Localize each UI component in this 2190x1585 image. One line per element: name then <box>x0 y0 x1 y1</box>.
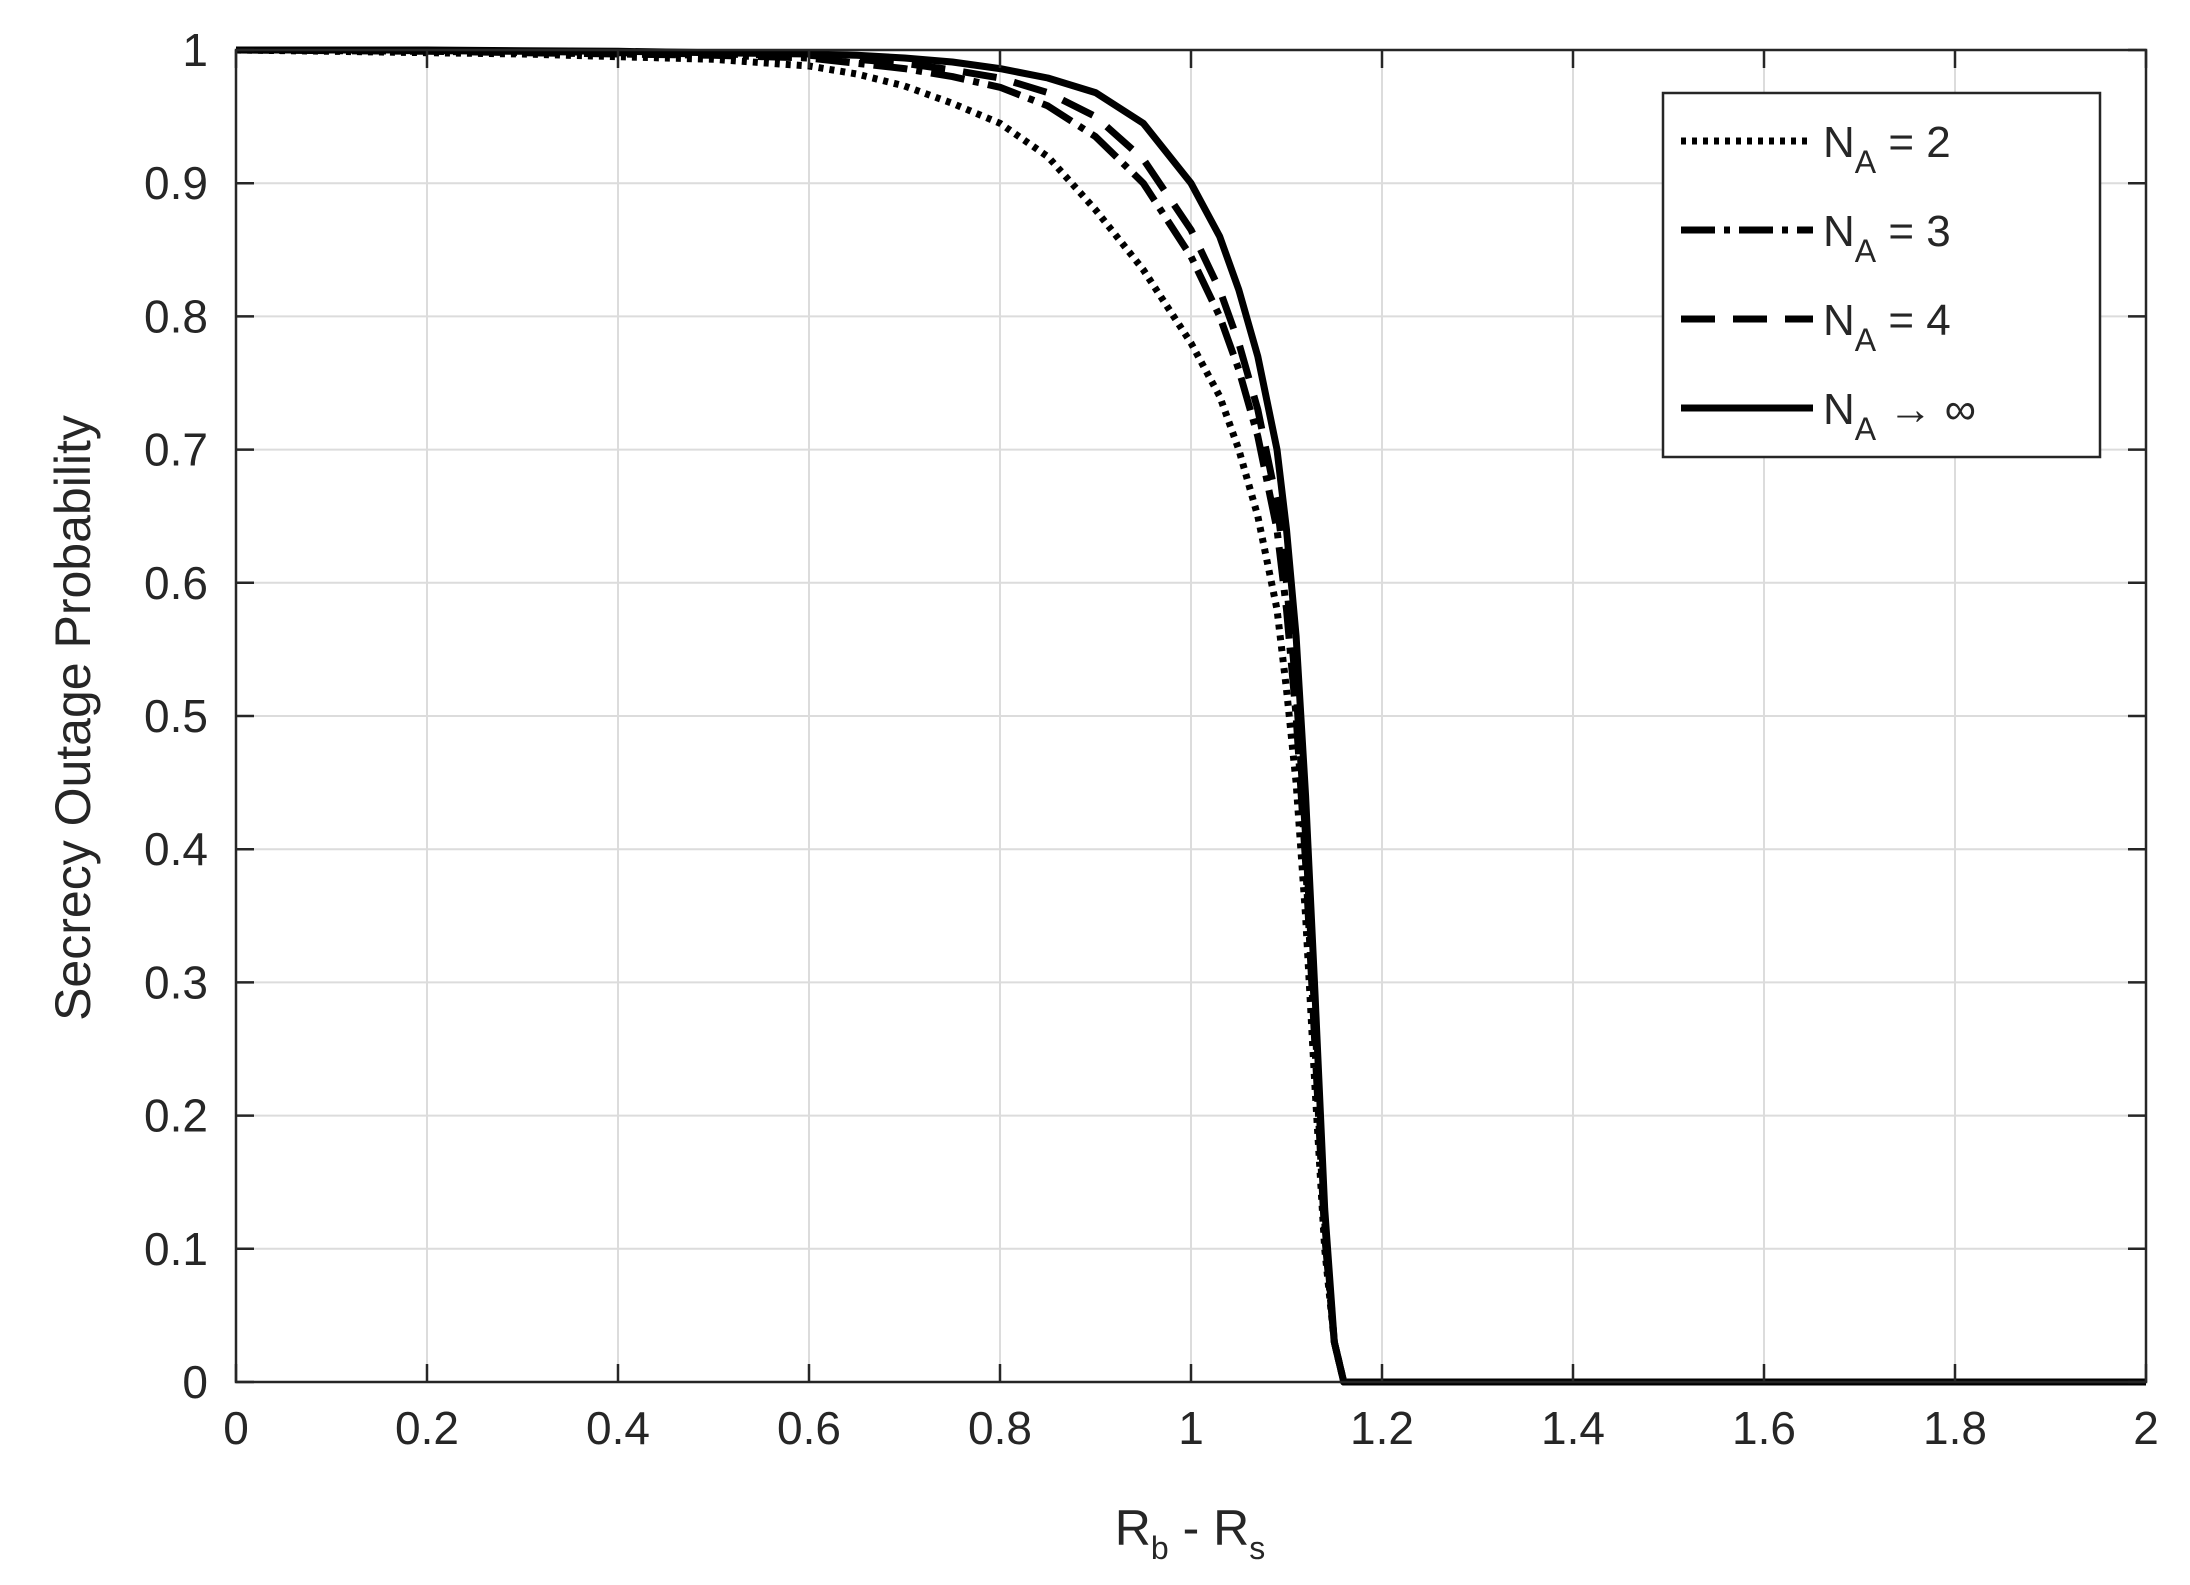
x-tick-label: 1.8 <box>1923 1402 1987 1454</box>
y-tick-label: 0.2 <box>144 1090 208 1142</box>
legend: NA = 2 NA = 3 NA = 4 NA → ∞ <box>1661 91 2102 459</box>
legend-box <box>1661 91 2102 459</box>
legend-label-4: NA → ∞ <box>1823 385 1976 447</box>
x-tick-label: 0.4 <box>586 1402 650 1454</box>
x-tick-label: 0 <box>223 1402 249 1454</box>
legend-label-3: NA = 4 <box>1823 296 1951 358</box>
x-tick-label: 0.2 <box>395 1402 459 1454</box>
y-tick-label: 0 <box>182 1356 208 1408</box>
x-tick-label: 1.6 <box>1732 1402 1796 1454</box>
y-tick-label: 0.4 <box>144 823 208 875</box>
x-tick-label: 1.4 <box>1541 1402 1605 1454</box>
y-tick-label: 1 <box>182 24 208 76</box>
x-axis-label: Rb - Rs <box>1115 1500 1265 1566</box>
y-tick-label: 0.3 <box>144 956 208 1008</box>
tick-labels: 0 0.2 0.4 0.6 0.8 1 1.2 1.4 1.6 1.8 2 0 0.1 0.2 0.3 0.4… <box>144 24 2159 1454</box>
y-tick-label: 0.6 <box>144 557 208 609</box>
y-tick-label: 0.5 <box>144 690 208 742</box>
y-tick-label: 0.7 <box>144 424 208 476</box>
x-tick-label: 1 <box>1178 1402 1204 1454</box>
x-tick-label: 2 <box>2133 1402 2159 1454</box>
x-tick-label: 1.2 <box>1350 1402 1414 1454</box>
x-tick-label: 0.6 <box>777 1402 841 1454</box>
y-tick-label: 0.8 <box>144 290 208 342</box>
y-axis-label: Secrecy Outage Probability <box>45 415 101 1021</box>
x-tick-label: 0.8 <box>968 1402 1032 1454</box>
y-tick-label: 0.1 <box>144 1223 208 1275</box>
legend-label-1: NA = 2 <box>1823 118 1951 180</box>
legend-label-2: NA = 3 <box>1823 207 1951 269</box>
axes <box>234 48 2148 1384</box>
y-tick-label: 0.9 <box>144 157 208 209</box>
